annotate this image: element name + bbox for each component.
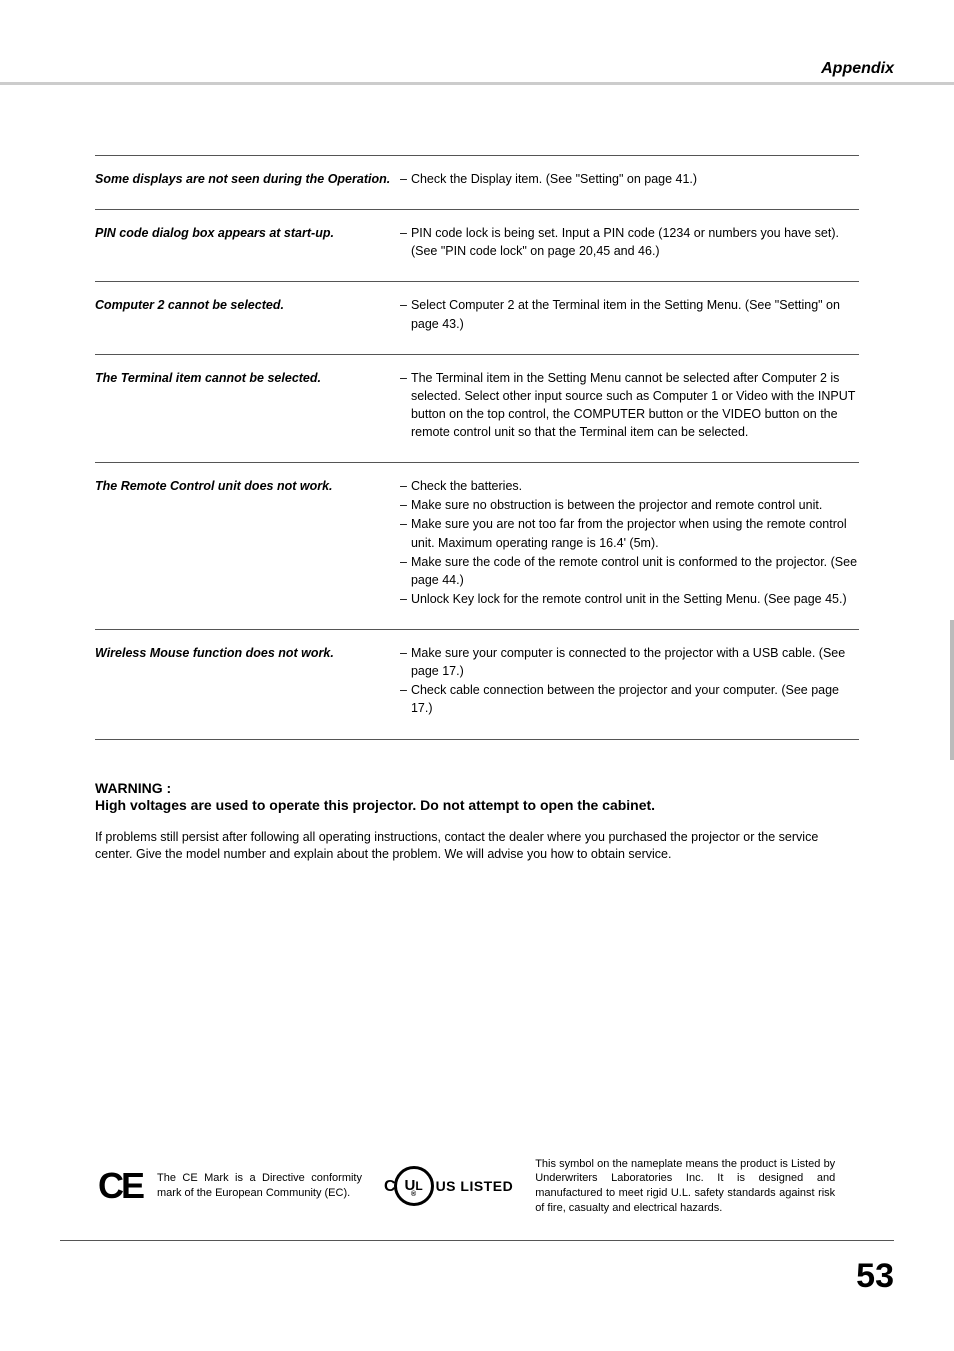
ce-mark-text: The CE Mark is a Directive conformity ma… <box>157 1171 362 1201</box>
header-band <box>0 82 954 86</box>
solution-item: –Check the batteries. <box>400 477 859 495</box>
solution-item: –PIN code lock is being set. Input a PIN… <box>400 224 859 260</box>
dash-icon: – <box>400 515 411 551</box>
solution-list: –Make sure your computer is connected to… <box>400 644 859 719</box>
dash-icon: – <box>400 496 411 514</box>
problem-text: The Terminal item cannot be selected. <box>95 369 400 443</box>
solution-text: Make sure the code of the remote control… <box>411 553 859 589</box>
persist-text: If problems still persist after followin… <box>95 829 859 864</box>
dash-icon: – <box>400 590 411 608</box>
solution-text: Select Computer 2 at the Terminal item i… <box>411 296 859 332</box>
warning-text: High voltages are used to operate this p… <box>95 797 859 813</box>
solution-item: –Select Computer 2 at the Terminal item … <box>400 296 859 332</box>
trouble-row: The Terminal item cannot be selected.–Th… <box>95 354 859 463</box>
solution-text: Make sure no obstruction is between the … <box>411 496 822 514</box>
trouble-row: Some displays are not seen during the Op… <box>95 155 859 209</box>
ul-mark-icon: C UL® US LISTED <box>384 1166 513 1206</box>
trouble-row: The Remote Control unit does not work.–C… <box>95 462 859 629</box>
page-number: 53 <box>856 1257 894 1296</box>
dash-icon: – <box>400 681 411 717</box>
solution-text: Check the batteries. <box>411 477 522 495</box>
ul-mark-text: This symbol on the nameplate means the p… <box>535 1157 835 1216</box>
dash-icon: – <box>400 296 411 332</box>
solution-item: –Make sure you are not too far from the … <box>400 515 859 551</box>
dash-icon: – <box>400 644 411 680</box>
footer-rule <box>60 1240 894 1241</box>
warning-title: WARNING : <box>95 780 859 796</box>
dash-icon: – <box>400 170 411 188</box>
problem-text: The Remote Control unit does not work. <box>95 477 400 609</box>
warning-block: WARNING : High voltages are used to oper… <box>95 739 859 864</box>
solution-item: –Check cable connection between the proj… <box>400 681 859 717</box>
trouble-row: Computer 2 cannot be selected.–Select Co… <box>95 281 859 353</box>
solution-list: –The Terminal item in the Setting Menu c… <box>400 369 859 443</box>
solution-text: Check the Display item. (See "Setting" o… <box>411 170 697 188</box>
content-area: Some displays are not seen during the Op… <box>95 155 859 864</box>
ce-mark-icon: C E <box>95 1162 145 1211</box>
problem-text: Some displays are not seen during the Op… <box>95 170 400 189</box>
solution-text: Make sure you are not too far from the p… <box>411 515 859 551</box>
solution-item: –Make sure your computer is connected to… <box>400 644 859 680</box>
footer-certifications: C E The CE Mark is a Directive conformit… <box>95 1157 894 1216</box>
solution-item: –Make sure no obstruction is between the… <box>400 496 859 514</box>
solution-text: Make sure your computer is connected to … <box>411 644 859 680</box>
trouble-row: PIN code dialog box appears at start-up.… <box>95 209 859 281</box>
problem-text: PIN code dialog box appears at start-up. <box>95 224 400 261</box>
ul-listed-label: US LISTED <box>436 1177 514 1196</box>
solution-list: –Check the batteries.–Make sure no obstr… <box>400 477 859 609</box>
dash-icon: – <box>400 369 411 442</box>
problem-text: Wireless Mouse function does not work. <box>95 644 400 719</box>
solution-list: –PIN code lock is being set. Input a PIN… <box>400 224 859 261</box>
solution-text: The Terminal item in the Setting Menu ca… <box>411 369 859 442</box>
solution-text: Check cable connection between the proje… <box>411 681 859 717</box>
dash-icon: – <box>400 553 411 589</box>
solution-list: –Check the Display item. (See "Setting" … <box>400 170 859 189</box>
problem-text: Computer 2 cannot be selected. <box>95 296 400 333</box>
dash-icon: – <box>400 224 411 260</box>
solution-item: –Make sure the code of the remote contro… <box>400 553 859 589</box>
section-title: Appendix <box>821 60 894 78</box>
trouble-row: Wireless Mouse function does not work.–M… <box>95 629 859 739</box>
solution-item: –Unlock Key lock for the remote control … <box>400 590 859 608</box>
solution-item: –Check the Display item. (See "Setting" … <box>400 170 859 188</box>
dash-icon: – <box>400 477 411 495</box>
solution-list: –Select Computer 2 at the Terminal item … <box>400 296 859 333</box>
solution-item: –The Terminal item in the Setting Menu c… <box>400 369 859 442</box>
solution-text: Unlock Key lock for the remote control u… <box>411 590 847 608</box>
solution-text: PIN code lock is being set. Input a PIN … <box>411 224 859 260</box>
side-tab-marker <box>950 620 954 760</box>
ul-circle: UL® <box>394 1166 434 1206</box>
